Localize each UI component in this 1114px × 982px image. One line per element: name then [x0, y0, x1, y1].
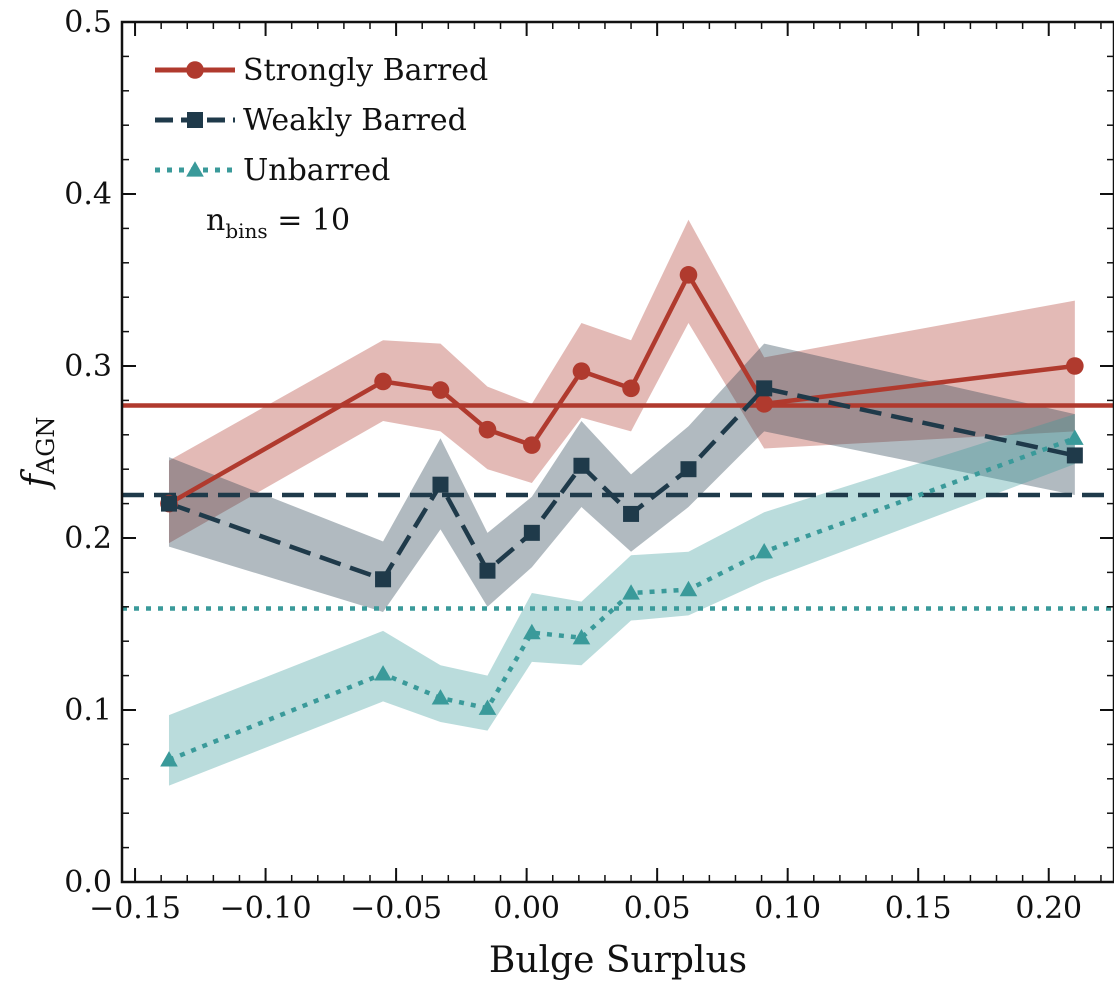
legend: Strongly Barred Weakly Barred Unbarred	[155, 53, 488, 188]
point-weakly-barred	[1066, 447, 1083, 464]
point-unbarred	[478, 699, 497, 715]
legend-label-unbarred: Unbarred	[243, 153, 390, 188]
y-tick-label: 0.3	[64, 349, 112, 384]
y-tick-label: 0.0	[64, 865, 112, 900]
band-unbarred	[168, 414, 1075, 786]
point-weakly-barred	[573, 457, 590, 474]
x-tick-label: 0.00	[493, 891, 560, 926]
legend-marker-unbarred	[186, 161, 204, 177]
point-unbarred	[374, 665, 392, 681]
band-strongly-barred	[168, 219, 1075, 544]
point-weakly-barred	[623, 505, 640, 522]
x-tick-label: −0.05	[350, 891, 442, 926]
point-weakly-barred	[432, 476, 449, 493]
y-tick-label: 0.4	[64, 177, 112, 212]
point-unbarred	[572, 628, 591, 645]
point-unbarred	[523, 623, 541, 640]
point-unbarred	[755, 542, 773, 559]
y-axis-label: fAGN	[16, 417, 60, 491]
plot-frame	[120, 20, 1114, 884]
nbins-annotation: nbins = 10	[206, 203, 350, 243]
nbins-annotation-sub: bins	[225, 219, 267, 243]
x-tick-label: −0.15	[89, 891, 181, 926]
y-tick-label: 0.1	[64, 693, 112, 728]
y-tick-label: 0.5	[64, 5, 112, 40]
x-axis-label: Bulge Surplus	[489, 940, 747, 981]
point-unbarred	[622, 584, 640, 600]
point-weakly-barred	[680, 461, 697, 478]
point-weakly-barred	[160, 495, 177, 512]
x-tick-label: 0.10	[754, 891, 821, 926]
band-weakly-barred	[168, 343, 1075, 612]
series-line-strongly-barred	[167, 272, 1076, 506]
axes: −0.15 −0.10 −0.05 0.00 0.05 0.10 0.15 0.20 0.0 0.…	[64, 5, 1114, 926]
nbins-annotation-main: n	[206, 203, 225, 238]
point-strongly-barred	[523, 436, 541, 454]
legend-label-strongly-barred: Strongly Barred	[243, 53, 488, 88]
point-strongly-barred	[1066, 357, 1084, 375]
legend-marker-strongly-barred	[186, 61, 204, 79]
series-markers	[160, 266, 1084, 767]
point-strongly-barred	[679, 266, 698, 284]
x-tick-label: 0.15	[885, 891, 952, 926]
x-tick-label: 0.20	[1015, 891, 1082, 926]
point-unbarred	[160, 751, 178, 767]
point-strongly-barred	[755, 395, 773, 413]
point-strongly-barred	[622, 379, 640, 398]
point-unbarred	[679, 580, 698, 597]
point-weakly-barred	[523, 524, 540, 541]
point-strongly-barred	[478, 420, 497, 439]
point-strongly-barred	[572, 362, 591, 380]
point-unbarred	[431, 689, 450, 705]
point-weakly-barred	[375, 571, 392, 588]
y-axis-label-sub: AGN	[32, 417, 60, 476]
point-weakly-barred	[479, 562, 496, 579]
legend-label-weakly-barred: Weakly Barred	[243, 103, 467, 138]
point-strongly-barred	[431, 381, 450, 399]
point-weakly-barred	[756, 380, 773, 397]
confidence-bands	[168, 219, 1075, 786]
nbins-annotation-rest: = 10	[268, 203, 350, 238]
reference-lines	[122, 403, 1114, 611]
x-tick-label: −0.10	[220, 891, 312, 926]
series-lines	[167, 272, 1076, 762]
point-strongly-barred	[374, 372, 392, 391]
series-line-weakly-barred	[168, 386, 1076, 582]
y-tick-label: 0.2	[64, 521, 112, 556]
legend-marker-weakly-barred	[187, 112, 203, 128]
point-unbarred	[1066, 429, 1084, 445]
x-tick-label: 0.05	[624, 891, 691, 926]
